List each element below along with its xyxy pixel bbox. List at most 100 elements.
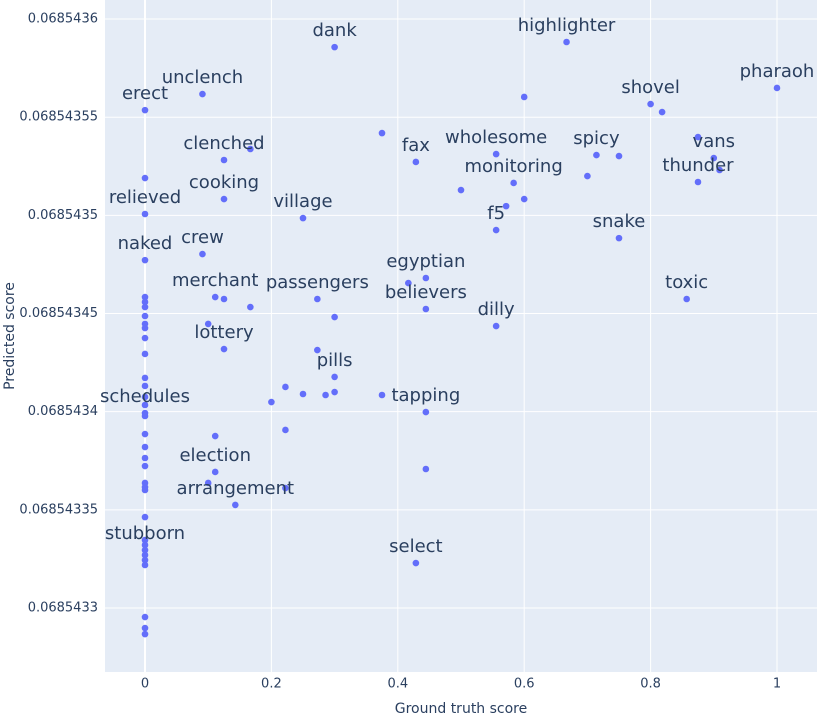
point-label: f5	[487, 203, 505, 224]
point	[141, 106, 149, 114]
x-tick-label: 0.6	[514, 677, 535, 692]
point-label: election	[179, 445, 251, 466]
point	[211, 293, 219, 301]
point	[510, 179, 517, 187]
point	[141, 312, 149, 320]
point	[694, 133, 702, 141]
point-label: select	[389, 536, 442, 557]
point	[232, 501, 239, 509]
point	[282, 484, 289, 492]
y-axis-title: Predicted score	[2, 282, 18, 390]
point	[211, 468, 219, 476]
points	[141, 38, 781, 638]
point-label: shovel	[621, 77, 680, 98]
point	[141, 293, 149, 301]
point	[422, 305, 430, 313]
point	[412, 158, 420, 166]
point	[502, 202, 510, 210]
point	[141, 303, 149, 311]
point-label: fax	[402, 135, 430, 156]
point	[141, 624, 149, 632]
point	[141, 513, 149, 521]
point	[331, 43, 338, 51]
point	[378, 129, 386, 137]
point-label: crew	[181, 227, 224, 248]
point-label: snake	[593, 211, 646, 232]
x-tick-label: 0.4	[387, 677, 408, 692]
point	[141, 536, 149, 544]
point	[658, 108, 666, 116]
point-label: clenched	[183, 133, 264, 154]
point	[141, 546, 149, 554]
point	[247, 303, 254, 311]
point	[204, 479, 212, 487]
point-label: passengers	[266, 272, 369, 293]
point	[141, 454, 149, 462]
x-tick-label: 1	[773, 677, 781, 692]
point	[492, 226, 500, 234]
point-label: cooking	[189, 172, 259, 193]
point-label: dilly	[478, 299, 515, 320]
point-label: stubborn	[105, 523, 185, 544]
point	[199, 90, 206, 98]
point	[141, 541, 149, 549]
point	[141, 350, 149, 358]
point-label: vans	[693, 131, 735, 152]
point-label: relieved	[109, 187, 181, 208]
y-tick-label: 0.06854335	[19, 502, 98, 517]
point	[299, 214, 307, 222]
point	[322, 391, 329, 399]
y-tick-label: 0.06854345	[19, 306, 98, 321]
point	[220, 345, 228, 353]
plot-area	[105, 0, 817, 672]
point	[593, 151, 600, 159]
point	[141, 256, 149, 264]
point	[204, 320, 212, 328]
point-label: wholesome	[445, 127, 547, 148]
point	[141, 334, 149, 342]
point	[615, 234, 623, 242]
point-label: dank	[312, 20, 357, 41]
point	[422, 408, 430, 416]
point	[141, 613, 149, 621]
point	[220, 156, 228, 164]
point	[331, 388, 338, 396]
point	[141, 374, 149, 382]
point	[282, 426, 289, 434]
point-label: pills	[317, 350, 353, 371]
point	[773, 84, 781, 92]
point	[405, 279, 412, 287]
point	[141, 174, 149, 182]
point	[199, 250, 206, 258]
y-tick-label: 0.0685434	[28, 404, 98, 419]
point	[492, 150, 500, 158]
point	[563, 38, 570, 46]
point-label: unclench	[162, 67, 244, 88]
y-tick-label: 0.0685435	[28, 208, 98, 223]
point	[141, 210, 149, 218]
point	[647, 100, 654, 108]
point	[141, 393, 149, 401]
point	[141, 486, 149, 494]
point	[584, 172, 591, 180]
point-label: tapping	[391, 385, 460, 406]
point	[141, 430, 149, 438]
point	[378, 391, 386, 399]
point	[268, 398, 275, 406]
point-label: egyptian	[386, 251, 465, 272]
y-tick-label: 0.0685436	[28, 12, 98, 27]
point	[220, 295, 228, 303]
point-label: naked	[118, 233, 173, 254]
x-tick-label: 0.2	[261, 677, 282, 692]
point	[422, 465, 430, 473]
point	[141, 382, 149, 390]
point-label: lottery	[194, 322, 254, 343]
point	[282, 383, 289, 391]
point	[141, 561, 149, 569]
point	[141, 630, 149, 638]
point	[412, 559, 420, 567]
point	[141, 443, 149, 451]
point-label: spicy	[573, 128, 620, 149]
